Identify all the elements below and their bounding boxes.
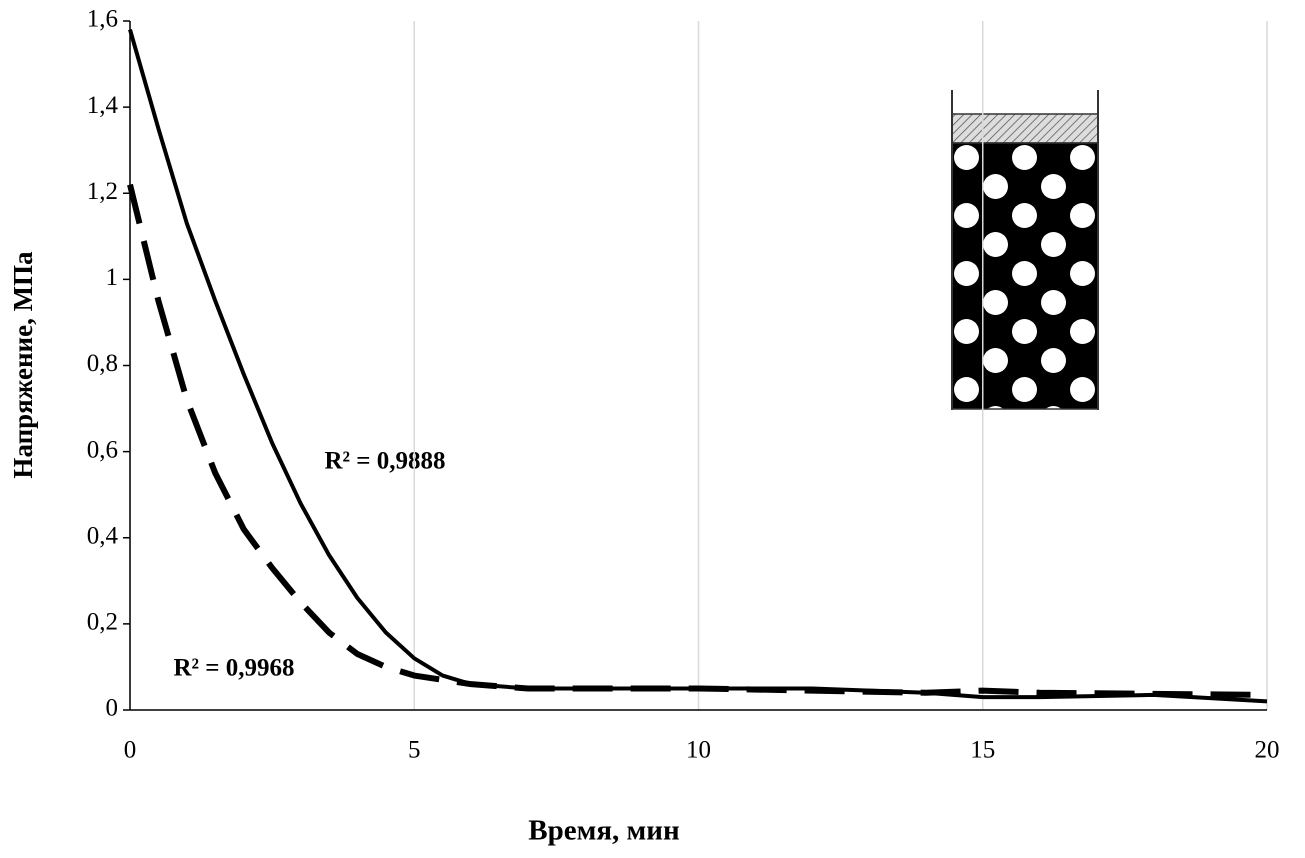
- y-tick-label: 1,4: [87, 92, 119, 119]
- series-line: [128, 29, 1268, 704]
- y-axis-label: Напряжение, МПа: [8, 251, 38, 479]
- x-tick-label: 20: [1255, 737, 1280, 764]
- x-tick-label: 10: [686, 737, 711, 764]
- y-tick-label: 1: [106, 264, 119, 291]
- y-tick-label: 0,2: [87, 609, 118, 636]
- inset-diagram: [951, 90, 1099, 410]
- x-axis-label: Время, мин: [528, 815, 679, 847]
- y-tick-label: 0: [106, 695, 119, 722]
- x-tick-label: 15: [970, 737, 995, 764]
- annotation: R² = 0,9888: [324, 448, 445, 475]
- y-tick-label: 1,2: [87, 178, 118, 205]
- y-tick-label: 0,8: [87, 350, 118, 377]
- x-tick-label: 0: [124, 737, 137, 764]
- series-line: [127, 183, 1268, 698]
- annotation: R² = 0,9968: [173, 655, 294, 682]
- y-tick-label: 0,4: [87, 522, 119, 549]
- y-tick-label: 0,6: [87, 436, 118, 463]
- x-tick-label: 5: [408, 737, 421, 764]
- y-tick-label: 1,6: [87, 6, 118, 33]
